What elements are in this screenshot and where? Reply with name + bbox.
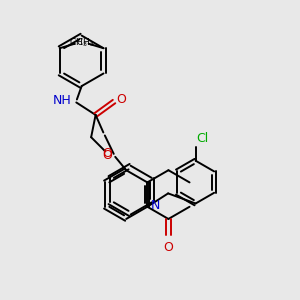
Text: CH$_3$: CH$_3$	[76, 37, 95, 50]
Text: Cl: Cl	[196, 132, 208, 145]
Text: O: O	[102, 147, 112, 160]
Text: O: O	[102, 149, 112, 162]
Text: O: O	[164, 241, 173, 254]
Text: O: O	[116, 93, 126, 106]
Text: CH$_3$: CH$_3$	[68, 37, 87, 50]
Text: NH: NH	[53, 94, 72, 107]
Text: N: N	[150, 199, 160, 212]
